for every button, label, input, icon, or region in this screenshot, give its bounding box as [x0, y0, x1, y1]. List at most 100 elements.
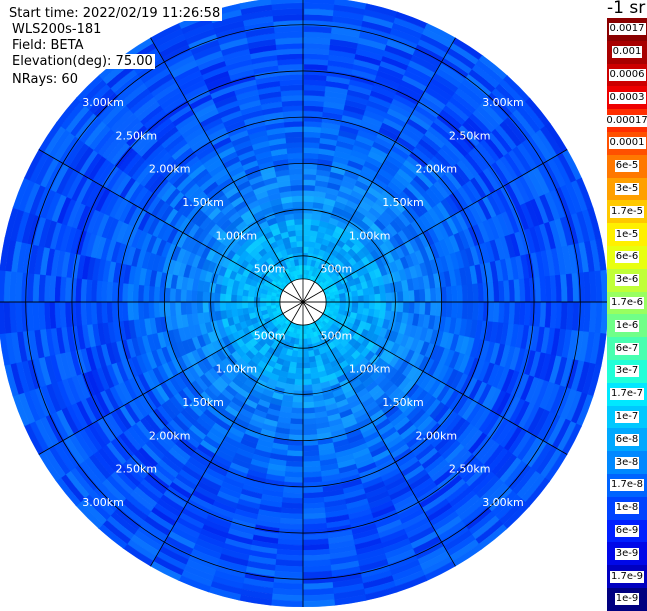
- colorbar-label: 1.7e-7: [609, 388, 645, 401]
- data-cell: [302, 423, 317, 431]
- data-cell: [600, 269, 607, 304]
- data-cell: [424, 301, 432, 317]
- data-cell: [466, 301, 474, 321]
- range-label: 500m: [254, 329, 286, 342]
- data-cell: [191, 301, 198, 314]
- data-cell: [213, 292, 221, 303]
- data-cell: [302, 412, 316, 420]
- data-cell: [302, 367, 311, 375]
- colorbar-swatch: 0.0001: [607, 132, 647, 155]
- colorbar-swatch: 3e-6: [607, 268, 647, 292]
- colorbar-label: 0.00017: [605, 114, 647, 127]
- colorbar-swatch: 1e-6: [607, 314, 647, 338]
- range-label: 1.50km: [182, 196, 224, 209]
- data-cell: [302, 218, 313, 226]
- data-cell: [302, 212, 313, 220]
- range-label: 500m: [320, 329, 352, 342]
- colorbar-label: 0.0001: [608, 137, 646, 150]
- data-cell: [236, 294, 243, 303]
- data-cell: [429, 301, 437, 317]
- colorbar-label: 1e-8: [614, 502, 640, 515]
- colorbar-label: 6e-6: [614, 251, 640, 264]
- data-cell: [302, 136, 322, 144]
- colorbar-swatch: 1.7e-5: [607, 200, 647, 224]
- data-cell: [351, 295, 359, 303]
- data-cell: [292, 390, 304, 397]
- colorbar-swatch: 6e-9: [607, 519, 647, 543]
- data-cell: [429, 287, 437, 303]
- data-cell: [241, 301, 249, 309]
- data-cell: [402, 301, 410, 314]
- data-cell: [153, 301, 161, 318]
- data-cell: [413, 301, 421, 315]
- data-cell: [285, 136, 304, 144]
- data-cell: [293, 384, 304, 392]
- data-cell: [288, 423, 304, 431]
- data-cell: [293, 212, 304, 220]
- data-cell: [374, 301, 381, 311]
- data-cell: [219, 301, 227, 311]
- data-cell: [302, 460, 321, 468]
- data-cell: [302, 476, 323, 484]
- data-cell: [291, 401, 304, 409]
- data-cell: [236, 301, 243, 310]
- data-cell: [259, 301, 267, 307]
- data-cell: [148, 285, 155, 303]
- data-cell: [302, 142, 321, 149]
- data-cell: [302, 131, 322, 139]
- colorbar-swatch: 0.0006: [607, 63, 647, 87]
- colorbar-title: -1 sr: [607, 0, 646, 18]
- data-cell: [302, 455, 320, 462]
- data-cell: [302, 395, 314, 403]
- data-cell: [302, 229, 312, 237]
- data-cell: [330, 298, 336, 303]
- data-cell: [379, 293, 387, 303]
- data-cell: [402, 290, 410, 303]
- data-cell: [287, 152, 304, 160]
- data-cell: [137, 283, 145, 303]
- colorbar-swatch: 3e-8: [607, 451, 647, 474]
- data-cell: [368, 301, 376, 311]
- data-cell: [290, 184, 304, 192]
- range-label: 1.50km: [182, 396, 224, 409]
- elevation-label: Elevation(deg): 75.00: [12, 54, 155, 69]
- data-cell: [270, 301, 276, 306]
- colorbar-label: 3e-5: [614, 182, 640, 195]
- data-cell: [391, 301, 398, 313]
- data-cell: [298, 264, 304, 271]
- azimuth-spoke: [38, 301, 304, 455]
- colorbar-label: 1.7e-5: [609, 205, 645, 218]
- data-cell: [241, 295, 249, 303]
- colorbar-swatch: 3e-7: [607, 360, 647, 383]
- data-cell: [302, 450, 320, 457]
- data-cell: [291, 395, 304, 403]
- data-cell: [0, 300, 6, 335]
- data-cell: [408, 290, 415, 303]
- data-cell: [302, 362, 311, 369]
- data-cell: [408, 301, 415, 315]
- data-cell: [174, 287, 182, 303]
- data-cell: [196, 290, 204, 303]
- azimuth-spoke: [38, 149, 304, 303]
- data-cell: [363, 294, 370, 303]
- data-cell: [127, 301, 134, 321]
- colorbar-label: 3e-9: [614, 547, 640, 560]
- data-cell: [295, 362, 304, 369]
- colorbar: 0.0017 0.001 0.0006 0.0003 0.00017 0.0001 6e-5…: [605, 18, 647, 611]
- data-cell: [283, 120, 304, 128]
- data-cell: [302, 333, 308, 340]
- azimuth-spoke: [302, 301, 568, 455]
- colorbar-label: 1.7e-8: [609, 479, 645, 492]
- data-cell: [294, 367, 304, 375]
- colorbar-swatch: 0.0003: [607, 86, 647, 110]
- data-cell: [302, 350, 310, 358]
- data-cell: [419, 288, 426, 303]
- data-cell: [302, 240, 310, 248]
- colorbar-label: 6e-5: [614, 160, 640, 173]
- range-label: 2.00km: [149, 429, 191, 442]
- data-cell: [180, 301, 187, 316]
- data-cell: [292, 201, 304, 209]
- data-cell: [295, 229, 304, 237]
- colorbar-swatch: 1e-8: [607, 496, 647, 520]
- data-cell: [445, 301, 453, 319]
